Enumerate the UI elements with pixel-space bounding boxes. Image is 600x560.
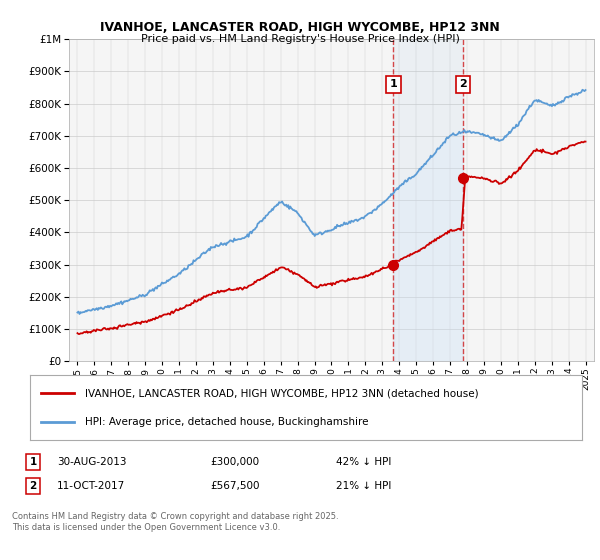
Text: IVANHOE, LANCASTER ROAD, HIGH WYCOMBE, HP12 3NN (detached house): IVANHOE, LANCASTER ROAD, HIGH WYCOMBE, H… bbox=[85, 388, 479, 398]
Text: 1: 1 bbox=[29, 457, 37, 467]
Text: 2: 2 bbox=[29, 481, 37, 491]
Text: £567,500: £567,500 bbox=[210, 481, 260, 491]
Text: 2: 2 bbox=[460, 80, 467, 89]
Text: HPI: Average price, detached house, Buckinghamshire: HPI: Average price, detached house, Buck… bbox=[85, 417, 368, 427]
Text: 30-AUG-2013: 30-AUG-2013 bbox=[57, 457, 127, 467]
Text: 21% ↓ HPI: 21% ↓ HPI bbox=[336, 481, 391, 491]
Text: 42% ↓ HPI: 42% ↓ HPI bbox=[336, 457, 391, 467]
Text: £300,000: £300,000 bbox=[210, 457, 259, 467]
Text: 11-OCT-2017: 11-OCT-2017 bbox=[57, 481, 125, 491]
Bar bbox=[394, 39, 463, 361]
Text: Price paid vs. HM Land Registry's House Price Index (HPI): Price paid vs. HM Land Registry's House … bbox=[140, 34, 460, 44]
Text: 1: 1 bbox=[389, 80, 397, 89]
Text: Contains HM Land Registry data © Crown copyright and database right 2025.
This d: Contains HM Land Registry data © Crown c… bbox=[12, 512, 338, 532]
Text: IVANHOE, LANCASTER ROAD, HIGH WYCOMBE, HP12 3NN: IVANHOE, LANCASTER ROAD, HIGH WYCOMBE, H… bbox=[100, 21, 500, 34]
